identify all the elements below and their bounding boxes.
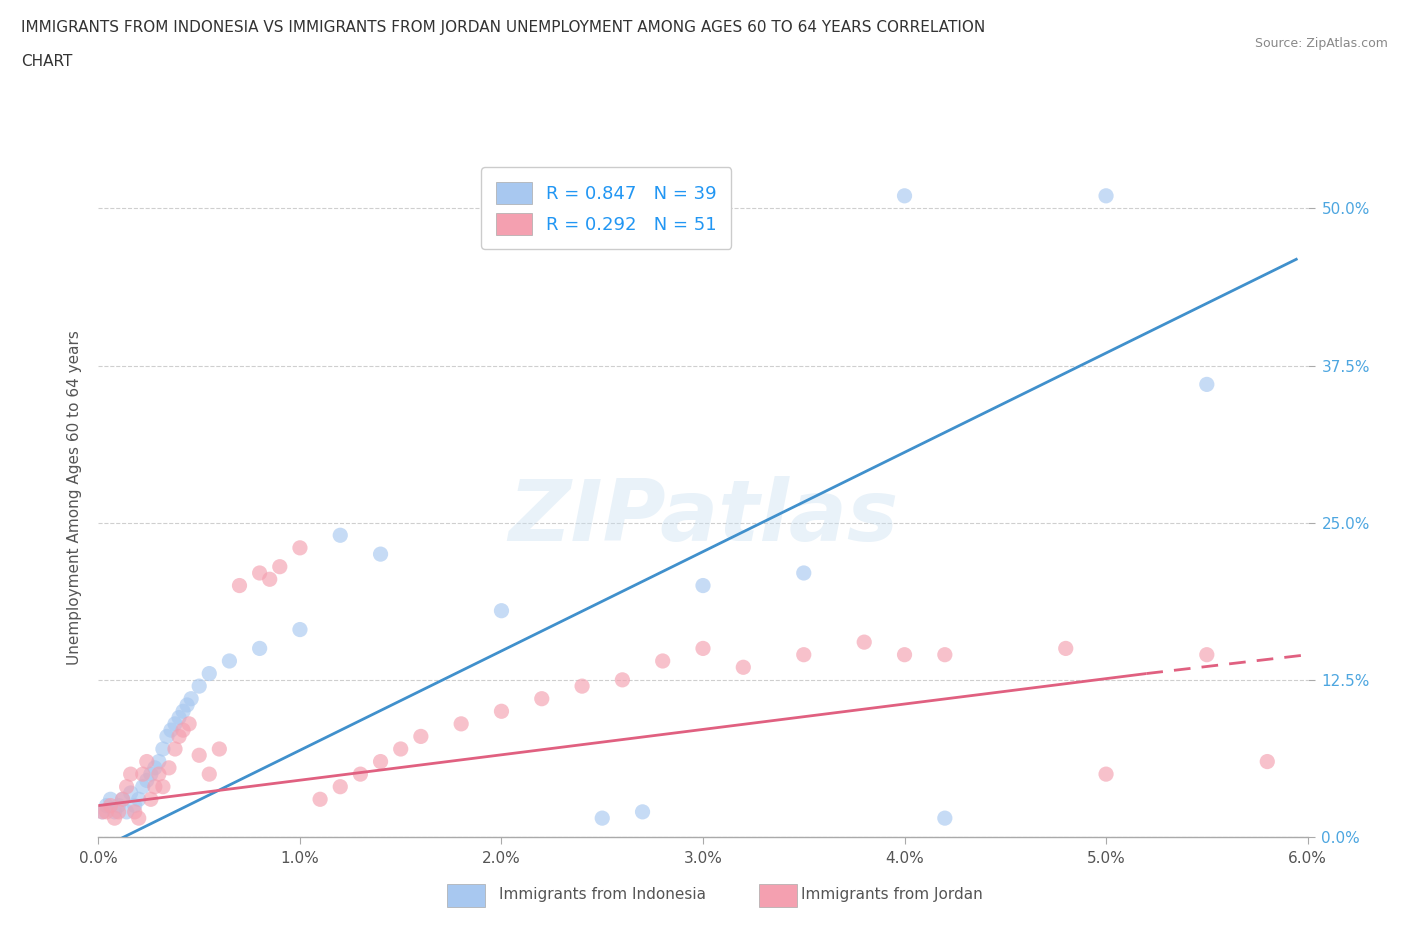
- Point: [198, 666, 221, 681]
- Point: [651, 654, 673, 669]
- Point: [631, 804, 654, 819]
- Point: [124, 804, 146, 819]
- Point: [179, 716, 201, 731]
- Point: [163, 741, 186, 756]
- Point: [1054, 641, 1077, 656]
- Point: [163, 716, 186, 731]
- Point: [692, 641, 714, 656]
- Point: [259, 572, 281, 587]
- Point: [180, 691, 202, 706]
- Point: [198, 766, 221, 781]
- Point: [853, 634, 876, 649]
- Text: CHART: CHART: [21, 54, 73, 69]
- Point: [135, 754, 157, 769]
- Point: [269, 559, 291, 574]
- Point: [100, 798, 122, 813]
- Y-axis label: Unemployment Among Ages 60 to 64 years: Unemployment Among Ages 60 to 64 years: [66, 330, 82, 665]
- Point: [692, 578, 714, 593]
- Point: [491, 604, 513, 618]
- Point: [349, 766, 371, 781]
- Point: [143, 761, 166, 776]
- Point: [1195, 377, 1218, 392]
- Point: [103, 804, 125, 819]
- Point: [96, 798, 118, 813]
- Point: [167, 729, 190, 744]
- Point: [139, 766, 162, 781]
- Point: [409, 729, 432, 744]
- Point: [120, 766, 142, 781]
- Point: [793, 565, 815, 580]
- Point: [370, 547, 392, 562]
- Text: ZIPatlas: ZIPatlas: [508, 476, 898, 560]
- Point: [389, 741, 412, 756]
- Point: [309, 791, 332, 806]
- Point: [143, 779, 166, 794]
- Point: [107, 804, 129, 819]
- Point: [157, 761, 180, 776]
- Point: [132, 766, 155, 781]
- Point: [128, 811, 150, 826]
- Point: [329, 779, 352, 794]
- Point: [156, 729, 179, 744]
- Text: Immigrants from Jordan: Immigrants from Jordan: [801, 887, 983, 902]
- Point: [329, 528, 352, 543]
- Point: [91, 804, 114, 819]
- Point: [100, 791, 122, 806]
- Point: [1095, 766, 1118, 781]
- Text: Immigrants from Indonesia: Immigrants from Indonesia: [499, 887, 706, 902]
- Point: [733, 660, 755, 675]
- Point: [370, 754, 392, 769]
- Point: [288, 622, 311, 637]
- Point: [152, 779, 174, 794]
- Point: [111, 791, 134, 806]
- Point: [612, 672, 634, 687]
- Point: [115, 779, 138, 794]
- Point: [107, 798, 129, 813]
- Point: [115, 804, 138, 819]
- Point: [128, 791, 150, 806]
- Point: [228, 578, 250, 593]
- Point: [571, 679, 593, 694]
- Point: [208, 741, 231, 756]
- Point: [249, 565, 271, 580]
- Point: [103, 811, 125, 826]
- Point: [188, 679, 211, 694]
- Point: [893, 647, 915, 662]
- Point: [172, 723, 194, 737]
- Point: [176, 698, 198, 712]
- Point: [148, 754, 170, 769]
- Point: [132, 779, 155, 794]
- Point: [288, 540, 311, 555]
- Point: [793, 647, 815, 662]
- Point: [218, 654, 240, 669]
- Point: [111, 791, 134, 806]
- Point: [188, 748, 211, 763]
- Point: [934, 647, 956, 662]
- Point: [124, 798, 146, 813]
- Point: [91, 804, 114, 819]
- Point: [96, 804, 118, 819]
- Point: [139, 791, 162, 806]
- Point: [1195, 647, 1218, 662]
- Text: IMMIGRANTS FROM INDONESIA VS IMMIGRANTS FROM JORDAN UNEMPLOYMENT AMONG AGES 60 T: IMMIGRANTS FROM INDONESIA VS IMMIGRANTS …: [21, 20, 986, 35]
- Point: [160, 723, 183, 737]
- Point: [172, 704, 194, 719]
- Point: [491, 704, 513, 719]
- Point: [530, 691, 553, 706]
- Point: [135, 773, 157, 788]
- Point: [152, 741, 174, 756]
- Legend: R = 0.847   N = 39, R = 0.292   N = 51: R = 0.847 N = 39, R = 0.292 N = 51: [481, 167, 731, 249]
- Point: [1256, 754, 1278, 769]
- Point: [249, 641, 271, 656]
- Point: [934, 811, 956, 826]
- Point: [167, 711, 190, 725]
- Point: [148, 766, 170, 781]
- Point: [450, 716, 472, 731]
- Point: [120, 786, 142, 801]
- Point: [893, 189, 915, 204]
- Point: [1095, 189, 1118, 204]
- Text: Source: ZipAtlas.com: Source: ZipAtlas.com: [1254, 37, 1388, 50]
- Point: [591, 811, 613, 826]
